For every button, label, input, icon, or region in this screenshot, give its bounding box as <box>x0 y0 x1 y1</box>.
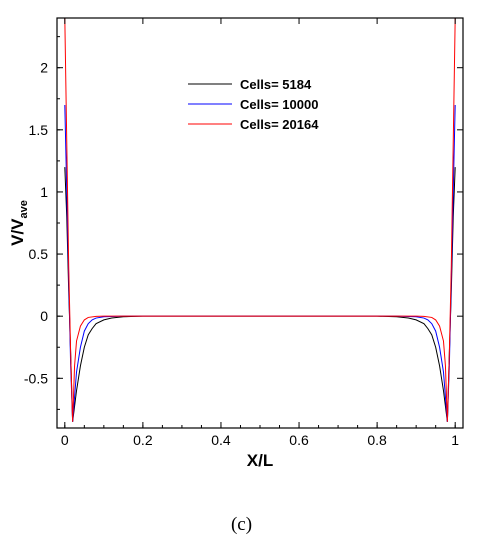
y-axis-title-subscript: ave <box>18 200 30 218</box>
y-tick-label: 1.5 <box>29 122 49 138</box>
y-tick-label: 0.5 <box>29 246 49 262</box>
y-tick-label: -0.5 <box>24 370 48 386</box>
y-tick-label: 1 <box>40 184 48 200</box>
x-tick-label: 0.6 <box>289 432 309 448</box>
figure-caption: (c) <box>230 514 253 535</box>
x-tick-label: 0.8 <box>367 432 387 448</box>
y-tick-label: 2 <box>40 60 48 76</box>
legend-label: Cells= 20164 <box>240 117 319 132</box>
y-axis-title-main: V/V <box>8 218 27 246</box>
x-axis-ticks: 0 0.2 0.4 0.6 0.8 1 <box>61 18 459 448</box>
x-tick-label: 0.4 <box>211 432 231 448</box>
x-tick-label: 0.2 <box>133 432 153 448</box>
y-tick-label: 0 <box>40 308 48 324</box>
series-line-1 <box>64 167 456 422</box>
y-axis-title: V/Vave <box>8 200 30 246</box>
legend-label: Cells= 10000 <box>240 97 318 112</box>
x-tick-label: 0 <box>61 432 69 448</box>
y-axis-ticks: -0.5 0 0.5 1 1.5 2 <box>24 36 463 410</box>
legend: Cells= 5184 Cells= 10000 Cells= 20164 <box>188 77 319 132</box>
plot-area: 0 0.2 0.4 0.6 0.8 1 -0.5 0 0.5 1 1.5 2 <box>24 17 464 448</box>
x-axis-title: X/L <box>247 451 273 470</box>
x-tick-label: 1 <box>451 432 459 448</box>
series-line-2 <box>64 104 456 422</box>
series-line-3 <box>64 18 456 422</box>
series-lines <box>64 18 456 422</box>
legend-label: Cells= 5184 <box>240 77 312 92</box>
